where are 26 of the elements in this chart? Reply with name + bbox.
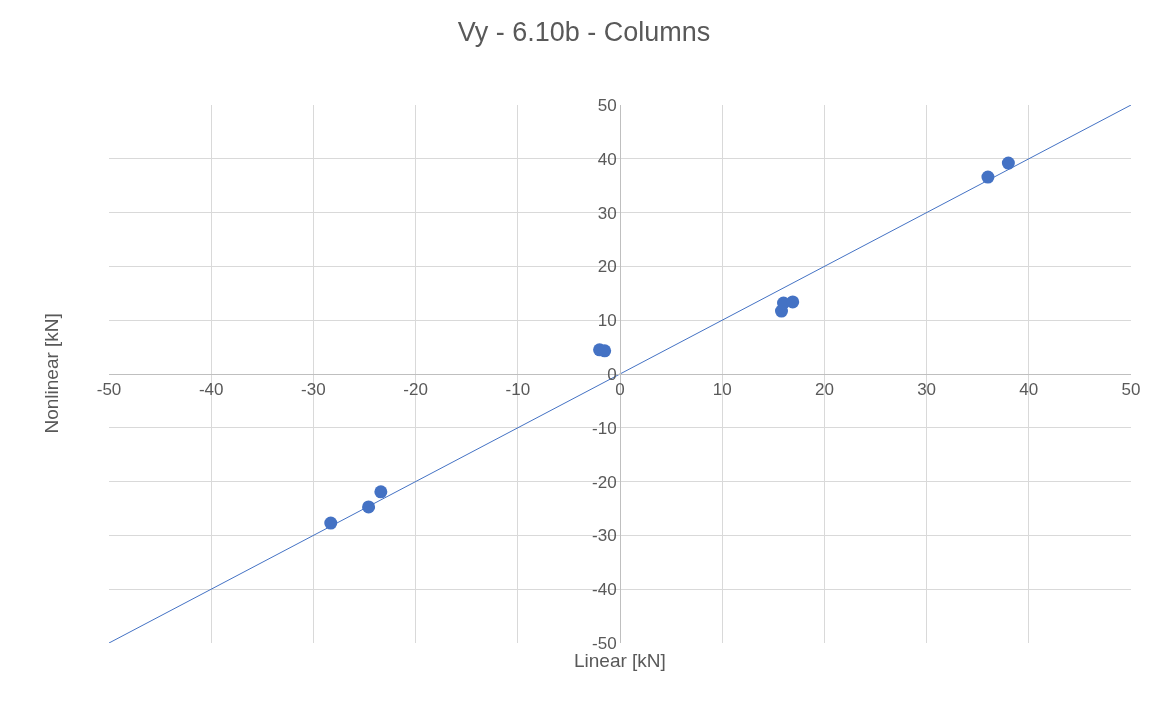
x-tick-label: -40 — [198, 380, 224, 400]
y-tick-label: -10 — [592, 418, 617, 438]
x-tick-label: 20 — [814, 380, 834, 400]
x-tick-label: -30 — [301, 380, 326, 400]
y-tick-label: -50 — [592, 633, 617, 653]
chart-title: Vy - 6.10b - Columns — [457, 17, 711, 48]
y-tick-label: 40 — [597, 149, 617, 169]
x-tick-label: -50 — [96, 380, 122, 400]
y-tick-label: 10 — [597, 311, 617, 331]
x-tick-label: 50 — [1121, 380, 1141, 400]
y-tick-label: -20 — [592, 472, 617, 492]
x-axis-title: Linear [kN] — [574, 650, 666, 671]
y-tick-label: 20 — [597, 257, 617, 277]
y-tick-label: -30 — [592, 526, 617, 546]
y-tick-label: -40 — [592, 580, 617, 600]
x-tick-label: -10 — [505, 380, 531, 400]
point — [1001, 156, 1015, 170]
x-tick-label: 30 — [917, 380, 937, 400]
point — [374, 485, 388, 499]
point — [786, 295, 800, 309]
y-axis-title: Nonlinear [kN] — [40, 313, 62, 434]
x-tick-label: 10 — [712, 380, 732, 400]
x-tick-label: -20 — [403, 380, 428, 400]
y-tick-label: 50 — [597, 95, 617, 115]
x-tick-label: 40 — [1019, 380, 1039, 400]
y-tick-label: 30 — [597, 203, 617, 223]
